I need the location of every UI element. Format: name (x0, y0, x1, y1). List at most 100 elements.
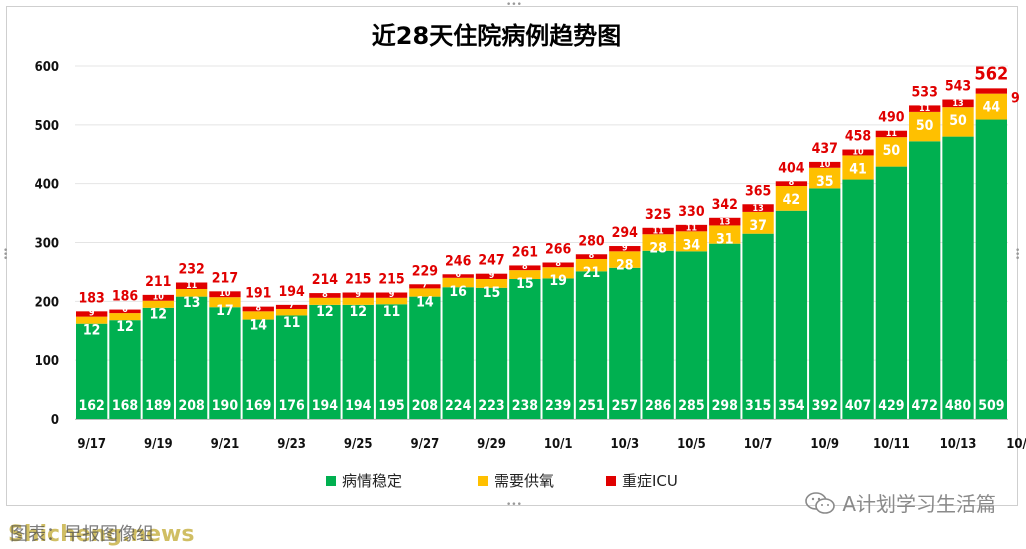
y-tick-label: 0 (51, 413, 59, 428)
bar-segment (509, 270, 541, 279)
bar-segment (642, 227, 674, 235)
bar-segment (575, 258, 608, 272)
bar-segment (775, 186, 808, 211)
legend-swatch (478, 476, 488, 486)
resize-handle-top[interactable]: ••• (506, 0, 522, 10)
data-label: 11 (652, 226, 664, 236)
bar-segment (475, 278, 508, 288)
bar-segment (142, 300, 174, 308)
data-label: 10 (819, 160, 831, 170)
bar-segment (109, 320, 141, 419)
chart-title: 近28天住院病例趋势图 (372, 22, 621, 50)
total-label: 186 (112, 289, 139, 305)
legend-label: 病情稳定 (342, 472, 402, 490)
data-label: 509 (978, 398, 1004, 414)
bar-segment (575, 254, 608, 259)
bar-segment (142, 294, 174, 301)
data-label: 194 (312, 398, 339, 414)
data-label: 37 (749, 218, 767, 234)
total-label: 365 (745, 183, 771, 199)
x-tick-label: 9/27 (411, 437, 440, 452)
bar-segment (842, 179, 874, 419)
total-label: 183 (79, 290, 105, 306)
bar-segment (609, 267, 641, 419)
data-label: 189 (145, 398, 171, 414)
bar-segment (775, 181, 808, 187)
bar-segment (175, 288, 208, 297)
bar-segment (209, 291, 241, 298)
data-label: 12 (116, 319, 134, 335)
x-tick-label: 10/15 (1006, 437, 1026, 452)
data-label: 50 (883, 143, 901, 159)
bar-segment (909, 111, 941, 142)
bar-segment (509, 265, 541, 271)
legend-label: 重症ICU (622, 472, 678, 490)
data-label: 16 (449, 284, 467, 300)
account-tag: A计划学习生活篇 (804, 488, 996, 517)
bar-segment (209, 307, 241, 419)
data-label: 13 (752, 204, 763, 214)
bar-segment (709, 225, 741, 244)
bar-segment (142, 307, 174, 419)
data-label: 8 (322, 290, 328, 300)
bar-segment (409, 296, 441, 419)
bar-segment (809, 167, 841, 189)
data-label: 472 (912, 398, 938, 414)
data-label: 8 (522, 262, 528, 272)
data-label: 285 (678, 398, 704, 414)
total-label: 266 (545, 242, 572, 258)
data-label: 407 (845, 398, 871, 414)
bar-segment (975, 93, 1008, 120)
bar-segment (709, 243, 741, 419)
bar-segment (375, 304, 408, 419)
data-label: 10 (219, 289, 231, 299)
data-label: 11 (886, 129, 898, 139)
bar-segment (875, 137, 908, 167)
legend-label: 需要供氧 (494, 472, 554, 490)
data-label: 12 (316, 304, 334, 320)
resize-handle-bottom[interactable]: ••• (506, 500, 522, 510)
bar-segment (742, 204, 774, 212)
x-tick-label: 9/17 (77, 437, 106, 452)
bar-segment (242, 319, 274, 419)
total-label: 232 (178, 262, 204, 278)
data-label: 8 (789, 178, 795, 188)
data-label: 11 (383, 304, 401, 320)
y-tick-label: 200 (35, 295, 59, 310)
bar-segment (475, 273, 508, 279)
data-label: 41 (849, 161, 867, 177)
data-label: 7 (422, 280, 428, 290)
bar-segment (942, 136, 974, 419)
total-label: 229 (412, 263, 438, 279)
total-label: 533 (912, 84, 938, 100)
bar-segment (442, 274, 474, 278)
bar-segment (875, 166, 908, 419)
data-label: 44 (983, 100, 1001, 116)
bar-segment (542, 278, 574, 419)
x-tick-label: 9/19 (144, 437, 173, 452)
data-label: 7 (289, 301, 295, 311)
bar-segment (75, 311, 108, 317)
resize-handle-left[interactable]: • • • (3, 246, 9, 264)
x-tick-label: 9/25 (344, 437, 373, 452)
total-label: 215 (345, 272, 371, 288)
total-label: 261 (512, 244, 538, 260)
bar-segment (542, 267, 574, 279)
bar-segment (342, 297, 374, 305)
resize-handle-right[interactable]: • • • (1015, 246, 1021, 264)
bar-segment (509, 278, 541, 419)
data-label: 480 (945, 398, 972, 414)
data-label: 19 (549, 273, 567, 289)
data-label: 11 (186, 281, 198, 291)
data-label: 169 (245, 398, 271, 414)
data-label: 50 (949, 113, 967, 129)
data-label: 10 (153, 293, 165, 303)
bar-segment (609, 251, 641, 268)
bar-segment (309, 293, 341, 298)
data-label: 251 (578, 398, 604, 414)
bar-segment (342, 304, 374, 419)
bar-segment (842, 155, 874, 180)
bar-segment (642, 234, 674, 251)
data-label: 257 (612, 398, 638, 414)
bar-segment (242, 311, 274, 320)
